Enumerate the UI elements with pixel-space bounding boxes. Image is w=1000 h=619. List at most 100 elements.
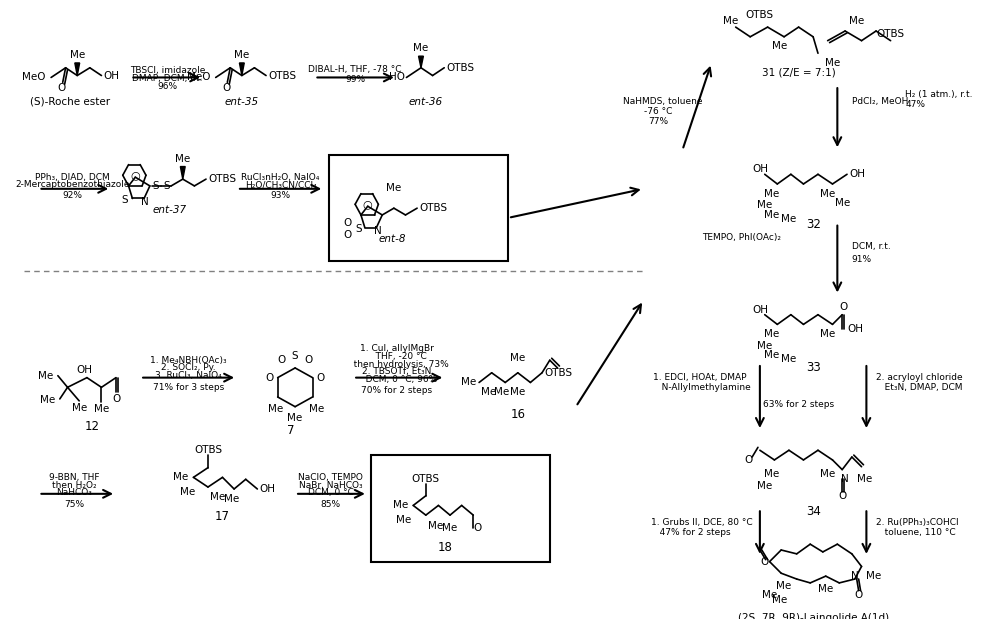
Text: 70% for 2 steps: 70% for 2 steps bbox=[361, 386, 432, 395]
Text: Me: Me bbox=[820, 329, 835, 339]
Polygon shape bbox=[239, 63, 244, 76]
Text: Me: Me bbox=[234, 50, 249, 60]
Text: Me: Me bbox=[287, 413, 303, 423]
Text: Me: Me bbox=[94, 404, 109, 413]
Text: Me: Me bbox=[180, 487, 195, 497]
Text: Me: Me bbox=[820, 469, 835, 480]
Text: OH: OH bbox=[847, 324, 863, 334]
Text: N: N bbox=[374, 227, 382, 236]
Polygon shape bbox=[419, 56, 423, 67]
Text: 77%: 77% bbox=[648, 116, 668, 126]
Text: Me: Me bbox=[781, 354, 796, 364]
Text: 1. CuI, allylMgBr: 1. CuI, allylMgBr bbox=[360, 344, 434, 353]
Text: 1. Me₄NBH(OAc)₃: 1. Me₄NBH(OAc)₃ bbox=[150, 356, 227, 365]
Text: O: O bbox=[113, 394, 121, 404]
Text: Me: Me bbox=[428, 521, 443, 530]
Text: Me: Me bbox=[413, 43, 429, 53]
Text: Me: Me bbox=[776, 581, 792, 591]
Text: OTBS: OTBS bbox=[412, 474, 440, 484]
Text: N: N bbox=[851, 571, 859, 581]
Text: 31 (Z/E = 7:1): 31 (Z/E = 7:1) bbox=[762, 67, 835, 77]
Text: (S)-Roche ester: (S)-Roche ester bbox=[30, 97, 111, 106]
Text: O: O bbox=[277, 355, 285, 365]
Text: OTBS: OTBS bbox=[746, 9, 774, 20]
Bar bbox=[329, 155, 508, 261]
Text: 47% for 2 steps: 47% for 2 steps bbox=[651, 528, 731, 537]
Text: 2. TBSOTf, Et₃N: 2. TBSOTf, Et₃N bbox=[362, 367, 431, 376]
Text: S: S bbox=[121, 196, 128, 206]
Text: MeO: MeO bbox=[22, 72, 45, 82]
Text: then H₂O₂: then H₂O₂ bbox=[52, 480, 97, 490]
Text: TEMPO, PhI(OAc)₂: TEMPO, PhI(OAc)₂ bbox=[702, 233, 781, 242]
Text: Me: Me bbox=[268, 404, 283, 413]
Text: O: O bbox=[838, 491, 846, 501]
Text: Me: Me bbox=[210, 491, 225, 502]
Text: Me: Me bbox=[764, 189, 779, 199]
Text: Me: Me bbox=[866, 571, 882, 581]
Text: Me: Me bbox=[764, 469, 779, 480]
Text: Me: Me bbox=[175, 154, 190, 163]
Text: Me: Me bbox=[510, 387, 525, 397]
Text: ○: ○ bbox=[130, 170, 140, 180]
Text: 2. SOCl₂, Py.: 2. SOCl₂, Py. bbox=[161, 363, 216, 373]
Text: 93%: 93% bbox=[271, 191, 291, 200]
Text: O: O bbox=[343, 218, 351, 228]
Text: Me: Me bbox=[849, 16, 864, 26]
Text: OH: OH bbox=[103, 71, 119, 80]
Text: 99%: 99% bbox=[345, 75, 365, 84]
Polygon shape bbox=[75, 63, 80, 76]
Text: O: O bbox=[58, 83, 66, 93]
Text: DCM, 0 °C: DCM, 0 °C bbox=[308, 488, 354, 497]
Text: H₂ (1 atm.), r.t.: H₂ (1 atm.), r.t. bbox=[905, 90, 973, 100]
Text: 33: 33 bbox=[806, 361, 821, 374]
Text: Me: Me bbox=[309, 404, 324, 413]
Text: OTBS: OTBS bbox=[208, 174, 236, 184]
Text: Me: Me bbox=[393, 500, 408, 511]
Polygon shape bbox=[391, 196, 396, 208]
Text: NaHMDS, toluene: NaHMDS, toluene bbox=[623, 97, 703, 106]
Text: PPh₃, DIAD, DCM: PPh₃, DIAD, DCM bbox=[35, 173, 110, 182]
Text: Me: Me bbox=[835, 198, 851, 209]
Text: ent-35: ent-35 bbox=[225, 97, 259, 106]
Text: OTBS: OTBS bbox=[446, 63, 474, 73]
Text: S: S bbox=[163, 181, 170, 191]
Text: MeO: MeO bbox=[187, 72, 211, 82]
Text: Me: Me bbox=[72, 402, 87, 413]
Text: O: O bbox=[744, 455, 752, 465]
Text: THF, -20 °C: THF, -20 °C bbox=[367, 352, 427, 361]
Text: NaClO, TEMPO: NaClO, TEMPO bbox=[298, 473, 363, 482]
Text: 71% for 3 steps: 71% for 3 steps bbox=[153, 383, 224, 392]
Text: 92%: 92% bbox=[62, 191, 82, 200]
Text: ent-36: ent-36 bbox=[409, 97, 443, 106]
Text: NaHCO₃: NaHCO₃ bbox=[56, 488, 92, 497]
Text: OTBS: OTBS bbox=[419, 203, 447, 213]
Text: Me: Me bbox=[757, 201, 772, 210]
Text: Et₃N, DMAP, DCM: Et₃N, DMAP, DCM bbox=[876, 383, 963, 392]
Text: 17: 17 bbox=[215, 509, 230, 522]
Text: (2S, 7R, 9R)-Laingolide A(1d): (2S, 7R, 9R)-Laingolide A(1d) bbox=[738, 613, 889, 619]
Text: Me: Me bbox=[40, 395, 55, 405]
Text: 2-Mercaptobenzothiazole: 2-Mercaptobenzothiazole bbox=[15, 181, 130, 189]
Text: OH: OH bbox=[752, 305, 768, 315]
Text: OH: OH bbox=[259, 484, 275, 494]
Text: 34: 34 bbox=[806, 504, 821, 517]
Bar bbox=[371, 455, 550, 561]
Text: -76 °C: -76 °C bbox=[644, 107, 672, 116]
Text: 16: 16 bbox=[510, 408, 525, 421]
Text: Me: Me bbox=[757, 340, 772, 351]
Text: 18: 18 bbox=[438, 540, 453, 553]
Text: 12: 12 bbox=[84, 420, 99, 433]
Text: O: O bbox=[839, 302, 847, 312]
Text: HO: HO bbox=[389, 72, 405, 82]
Text: OTBS: OTBS bbox=[544, 368, 572, 378]
Text: 91%: 91% bbox=[852, 255, 872, 264]
Text: TBSCl, imidazole: TBSCl, imidazole bbox=[130, 66, 205, 75]
Text: 47%: 47% bbox=[905, 100, 925, 109]
Text: Me: Me bbox=[762, 591, 777, 600]
Text: H₂O/CH₃CN/CCl₄: H₂O/CH₃CN/CCl₄ bbox=[245, 181, 316, 189]
Text: DIBAL-H, THF, -78 °C: DIBAL-H, THF, -78 °C bbox=[308, 65, 402, 74]
Text: N-Allylmethylamine: N-Allylmethylamine bbox=[653, 383, 751, 392]
Text: O: O bbox=[305, 355, 313, 365]
Text: 85%: 85% bbox=[321, 500, 341, 509]
Text: 9-BBN, THF: 9-BBN, THF bbox=[49, 473, 100, 482]
